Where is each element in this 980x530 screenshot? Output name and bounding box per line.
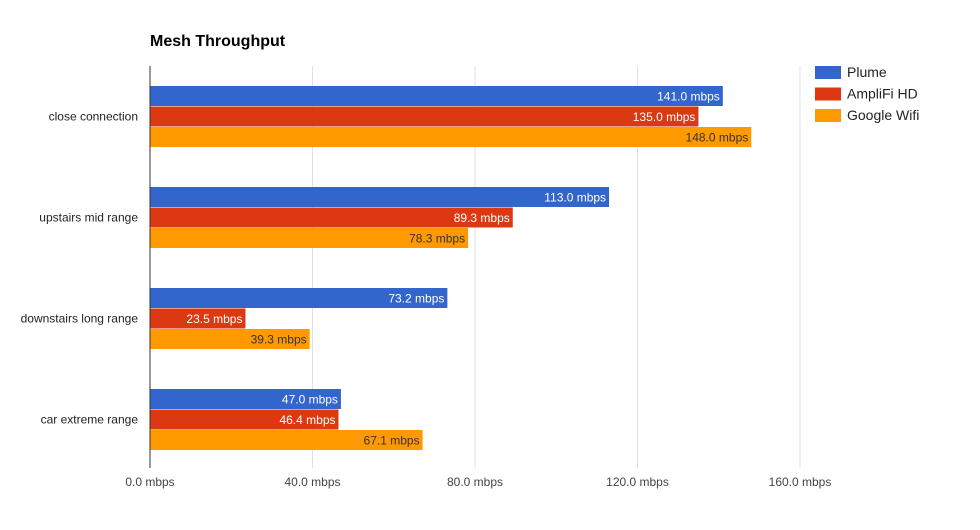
category-label: car extreme range — [41, 413, 139, 427]
bar-data-label: 89.3 mbps — [454, 211, 510, 225]
bar-data-label: 46.4 mbps — [279, 413, 335, 427]
bar — [150, 288, 448, 308]
bar-data-label: 47.0 mbps — [282, 393, 338, 407]
x-tick-label: 40.0 mbps — [284, 475, 340, 489]
legend: Plume AmpliFi HD Google Wifi — [815, 64, 919, 123]
bar — [150, 430, 423, 450]
bar — [150, 409, 339, 430]
x-tick-label: 80.0 mbps — [447, 475, 503, 489]
x-tick-label: 160.0 mbps — [769, 475, 832, 489]
legend-label: AmpliFi HD — [847, 86, 918, 102]
bar — [150, 106, 699, 127]
legend-swatch — [815, 109, 841, 122]
category-label: upstairs mid range — [39, 211, 138, 225]
category-label: close connection — [49, 110, 138, 124]
bar-data-label: 39.3 mbps — [251, 333, 307, 347]
bar-data-label: 73.2 mbps — [388, 292, 444, 306]
bar — [150, 86, 723, 106]
category-label: downstairs long range — [21, 312, 139, 326]
bar — [150, 389, 341, 409]
bar-data-label: 135.0 mbps — [633, 110, 696, 124]
bar-data-label: 78.3 mbps — [409, 232, 465, 246]
bar — [150, 228, 469, 248]
bar — [150, 127, 752, 147]
legend-label: Google Wifi — [847, 107, 919, 123]
legend-swatch — [815, 87, 841, 101]
bar-data-label: 23.5 mbps — [186, 312, 242, 326]
bar-data-label: 67.1 mbps — [364, 434, 420, 448]
chart-title: Mesh Throughput — [150, 33, 286, 50]
bar-data-label: 148.0 mbps — [686, 131, 749, 145]
x-tick-label: 0.0 mbps — [125, 475, 174, 489]
bar — [150, 308, 246, 329]
bars: 141.0 mbps 135.0 mbps 148.0 mbps 113.0 mbps… — [150, 86, 752, 450]
bar — [150, 329, 310, 349]
legend-label: Plume — [847, 64, 887, 80]
bar-data-label: 141.0 mbps — [657, 90, 720, 104]
axes: 0.0 mbps 40.0 mbps 80.0 mbps 120.0 mbps 160.… — [21, 66, 832, 489]
x-tick-label: 120.0 mbps — [606, 475, 669, 489]
bar — [150, 207, 513, 228]
bar — [150, 187, 610, 207]
bar-data-label: 113.0 mbps — [544, 191, 606, 205]
legend-swatch — [815, 66, 841, 79]
